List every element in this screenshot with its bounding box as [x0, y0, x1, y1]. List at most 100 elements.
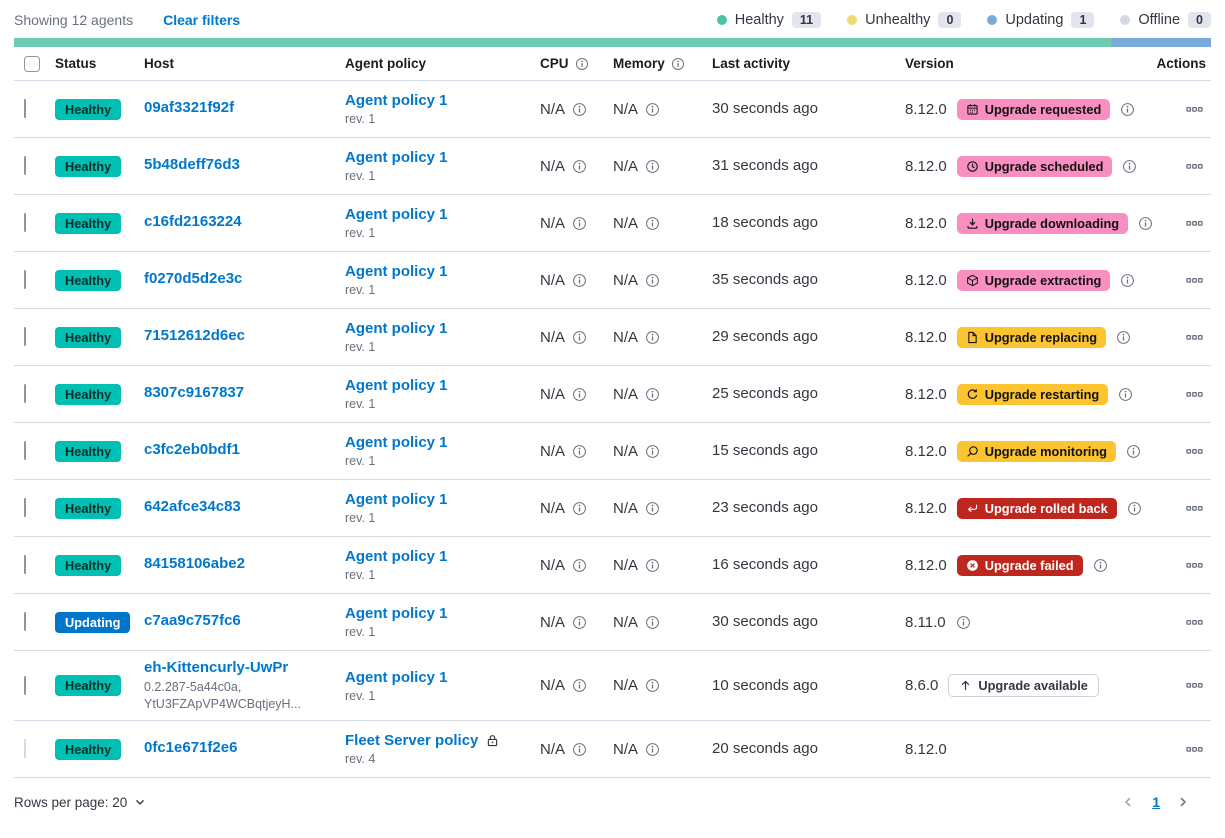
info-icon[interactable] [645, 501, 660, 516]
info-icon[interactable] [572, 273, 587, 288]
row-actions-button[interactable] [1186, 215, 1203, 232]
info-icon[interactable] [572, 330, 587, 345]
last-activity-value: 10 seconds ago [712, 676, 818, 694]
row-checkbox[interactable] [24, 99, 26, 118]
host-link[interactable]: f0270d5d2e3c [144, 270, 243, 287]
info-icon[interactable] [572, 678, 587, 693]
info-icon[interactable] [645, 102, 660, 117]
agent-policy-link[interactable]: Agent policy 1 [345, 263, 448, 280]
rows-per-page-button[interactable]: Rows per page: 20 [14, 795, 147, 810]
row-actions-button[interactable] [1186, 614, 1203, 631]
agent-policy-link[interactable]: Agent policy 1 [345, 92, 448, 109]
info-icon[interactable] [1120, 102, 1135, 117]
policy-cell: Agent policy 1 rev. 1 [345, 320, 540, 354]
row-checkbox[interactable] [24, 213, 26, 232]
host-link[interactable]: c7aa9c757fc6 [144, 612, 241, 629]
host-link[interactable]: 8307c9167837 [144, 384, 245, 401]
clear-filters-link[interactable]: Clear filters [163, 12, 241, 28]
info-icon[interactable] [645, 615, 660, 630]
agent-policy-link[interactable]: Agent policy 1 [345, 434, 448, 451]
info-icon[interactable] [1122, 159, 1137, 174]
agent-policy-link[interactable]: Agent policy 1 [345, 605, 448, 622]
host-link[interactable]: 642afce34c83 [144, 498, 241, 515]
row-actions-button[interactable] [1186, 272, 1203, 289]
status-cell: Healthy [55, 212, 144, 234]
row-checkbox[interactable] [24, 156, 26, 175]
info-icon[interactable] [572, 102, 587, 117]
info-icon[interactable] [572, 615, 587, 630]
info-icon[interactable] [645, 159, 660, 174]
select-all-checkbox[interactable] [24, 55, 40, 72]
host-link[interactable]: c16fd2163224 [144, 213, 242, 230]
header-host: Host [144, 56, 174, 71]
info-icon[interactable] [1138, 216, 1153, 231]
memory-value: N/A [613, 271, 639, 289]
host-link[interactable]: c3fc2eb0bdf1 [144, 441, 240, 458]
row-actions-button[interactable] [1186, 329, 1203, 346]
upgrade-status-badge: Upgrade extracting [956, 269, 1111, 291]
agent-policy-link[interactable]: Agent policy 1 [345, 206, 448, 223]
info-icon[interactable] [572, 501, 587, 516]
row-actions-button[interactable] [1186, 741, 1203, 758]
info-icon[interactable] [572, 558, 587, 573]
info-icon[interactable] [645, 678, 660, 693]
memory-cell: N/A [613, 215, 712, 232]
row-checkbox[interactable] [24, 327, 26, 346]
info-icon[interactable] [645, 216, 660, 231]
info-icon[interactable] [1120, 273, 1135, 288]
row-actions-button[interactable] [1186, 158, 1203, 175]
next-page-button[interactable] [1176, 795, 1191, 810]
row-checkbox-cell [14, 327, 55, 346]
info-icon[interactable] [572, 159, 587, 174]
host-link[interactable]: 09af3321f92f [144, 99, 235, 116]
info-icon[interactable] [645, 273, 660, 288]
info-icon[interactable] [575, 57, 589, 71]
row-checkbox[interactable] [24, 498, 26, 517]
row-checkbox[interactable] [24, 675, 26, 695]
host-link[interactable]: 71512612d6ec [144, 327, 245, 344]
row-checkbox[interactable] [24, 384, 26, 403]
info-icon[interactable] [645, 558, 660, 573]
agent-policy-link[interactable]: Agent policy 1 [345, 491, 448, 508]
row-actions-button[interactable] [1186, 677, 1203, 694]
info-icon[interactable] [645, 444, 660, 459]
info-icon[interactable] [671, 57, 685, 71]
info-icon[interactable] [1118, 387, 1133, 402]
info-icon[interactable] [572, 742, 587, 757]
agent-policy-link[interactable]: Agent policy 1 [345, 320, 448, 337]
agent-policy-link[interactable]: Fleet Server policy [345, 732, 479, 749]
host-link[interactable]: 0fc1e671f2e6 [144, 739, 238, 756]
info-icon[interactable] [1127, 501, 1142, 516]
row-checkbox[interactable] [24, 441, 26, 460]
last-activity-value: 31 seconds ago [712, 157, 818, 174]
info-icon[interactable] [1093, 558, 1108, 573]
host-link[interactable]: 84158106abe2 [144, 555, 245, 572]
row-actions-button[interactable] [1186, 101, 1203, 118]
info-icon[interactable] [645, 742, 660, 757]
previous-page-button[interactable] [1121, 795, 1136, 810]
row-actions-button[interactable] [1186, 557, 1203, 574]
host-link[interactable]: eh-Kittencurly-UwPr [144, 659, 289, 676]
agent-policy-link[interactable]: Agent policy 1 [345, 377, 448, 394]
info-icon[interactable] [645, 387, 660, 402]
info-icon[interactable] [572, 444, 587, 459]
info-icon[interactable] [572, 387, 587, 402]
status-badge: Healthy [55, 326, 122, 348]
row-actions-button[interactable] [1186, 500, 1203, 517]
agent-policy-link[interactable]: Agent policy 1 [345, 548, 448, 565]
row-checkbox[interactable] [24, 270, 26, 289]
info-icon[interactable] [645, 330, 660, 345]
info-icon[interactable] [572, 216, 587, 231]
row-actions-button[interactable] [1186, 386, 1203, 403]
info-icon[interactable] [1116, 330, 1131, 345]
row-checkbox[interactable] [24, 612, 26, 631]
info-icon[interactable] [956, 615, 971, 630]
row-actions-button[interactable] [1186, 443, 1203, 460]
host-link[interactable]: 5b48deff76d3 [144, 156, 240, 173]
info-icon[interactable] [1126, 444, 1141, 459]
agent-policy-link[interactable]: Agent policy 1 [345, 149, 448, 166]
agent-policy-link[interactable]: Agent policy 1 [345, 668, 448, 686]
page-number-1[interactable]: 1 [1152, 794, 1160, 810]
table-row: Healthy eh-Kittencurly-UwPr 0.2.287-5a44… [14, 651, 1211, 721]
row-checkbox[interactable] [24, 555, 26, 574]
